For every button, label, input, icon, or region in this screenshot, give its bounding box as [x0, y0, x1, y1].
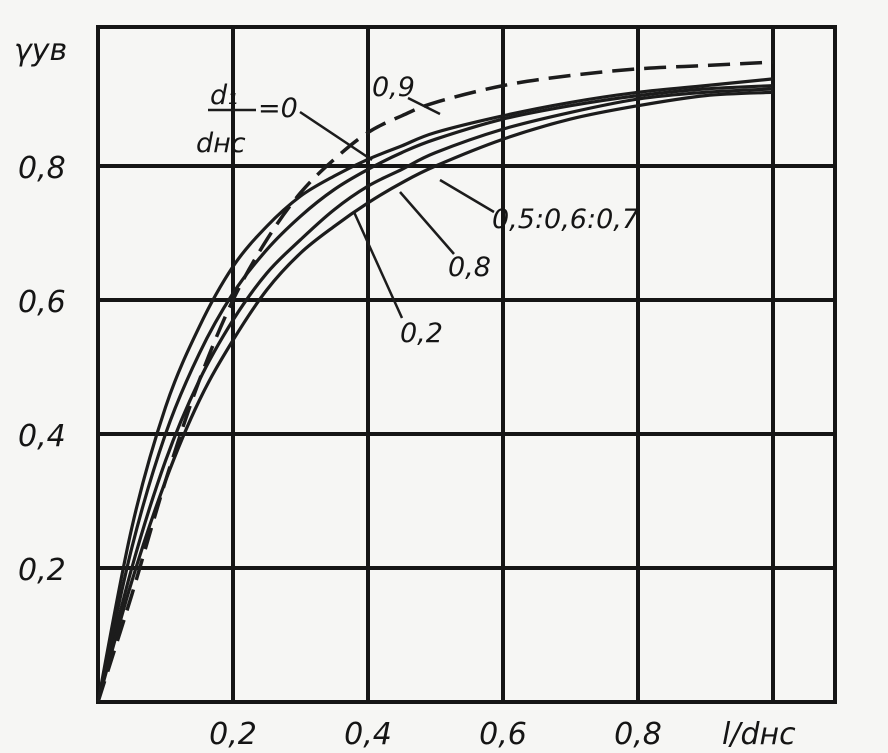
- plot-frame: [96, 25, 837, 704]
- leader-line-0-9: [407, 96, 441, 116]
- leader-line-0-5-0-6-0-7: [439, 178, 495, 214]
- series-line-0: [96, 77, 774, 703]
- ratio-numerator: d₁: [210, 80, 238, 111]
- series-line-3: [96, 90, 774, 703]
- label-0-5-0-6-0-7: 0,5:0,6:0,7: [492, 204, 639, 235]
- curves: [96, 60, 774, 703]
- series-line-4: [96, 60, 774, 703]
- ratio-denominator: dнс: [196, 128, 246, 159]
- leader-line-0: [299, 110, 373, 162]
- y-axis-label: γув: [14, 33, 67, 68]
- ratio-equals-zero: =0: [258, 93, 298, 124]
- x-tick-label-0: 0,2: [209, 717, 257, 752]
- x-tick-label-2: 0,6: [479, 717, 527, 752]
- label-0-2: 0,2: [400, 318, 443, 349]
- x-tick-label-3: 0,8: [614, 717, 662, 752]
- leader-line-0-2: [352, 211, 404, 319]
- series-line-2: [96, 84, 774, 703]
- leader-line-0-8: [399, 191, 455, 255]
- series-line-1: [96, 87, 774, 703]
- y-tick-label-1: 0,4: [18, 419, 66, 454]
- label-0-8: 0,8: [448, 252, 491, 283]
- x-tick-label-1: 0,4: [344, 717, 392, 752]
- y-tick-label-0: 0,2: [18, 553, 66, 588]
- tick-labels: 0,2 0,4 0,6 0,8 0,2 0,4 0,6 0,8: [18, 151, 662, 752]
- label-0-9: 0,9: [372, 72, 415, 103]
- x-axis-label: l/dнс: [722, 717, 796, 752]
- y-tick-label-3: 0,8: [18, 151, 66, 186]
- y-tick-label-2: 0,6: [18, 285, 66, 320]
